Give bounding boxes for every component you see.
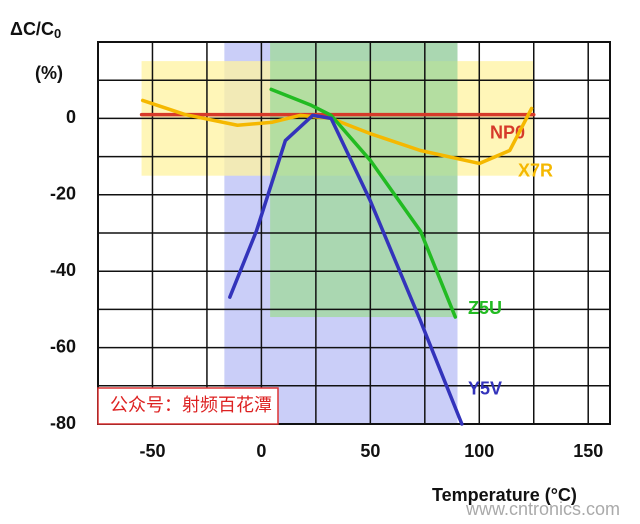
series-line [269, 87, 458, 319]
x-tick-label: 100 [464, 441, 494, 461]
y-tick-label: 0 [66, 107, 76, 127]
series-label: Z5U [468, 298, 502, 318]
y-unit: (%) [35, 63, 63, 83]
y-tick-label: -80 [50, 413, 76, 433]
series-label: X7R [518, 161, 553, 181]
site-watermark: www.cntronics.com [465, 499, 620, 519]
series-line [228, 113, 464, 426]
plot-border [97, 41, 611, 425]
x-tick-label: 0 [256, 441, 266, 461]
y-axis-label: ΔC/C0 [10, 19, 61, 42]
y-label-main: ΔC/C [10, 19, 54, 39]
y-tick-label: -60 [50, 336, 76, 356]
y-label-sub: 0 [54, 26, 61, 41]
y-tick-label: -40 [50, 260, 76, 280]
region [270, 42, 458, 318]
watermark: 公众号：射频百花潭 [110, 395, 272, 416]
x-axis-label: Temperature (°C) [432, 485, 577, 505]
series-label: Y5V [468, 378, 502, 398]
x-tick-label: 50 [360, 441, 380, 461]
x-tick-label: -50 [139, 441, 165, 461]
y-tick-label: -20 [50, 184, 76, 204]
watermark-box [97, 387, 279, 425]
x-tick-label: 150 [573, 441, 603, 461]
